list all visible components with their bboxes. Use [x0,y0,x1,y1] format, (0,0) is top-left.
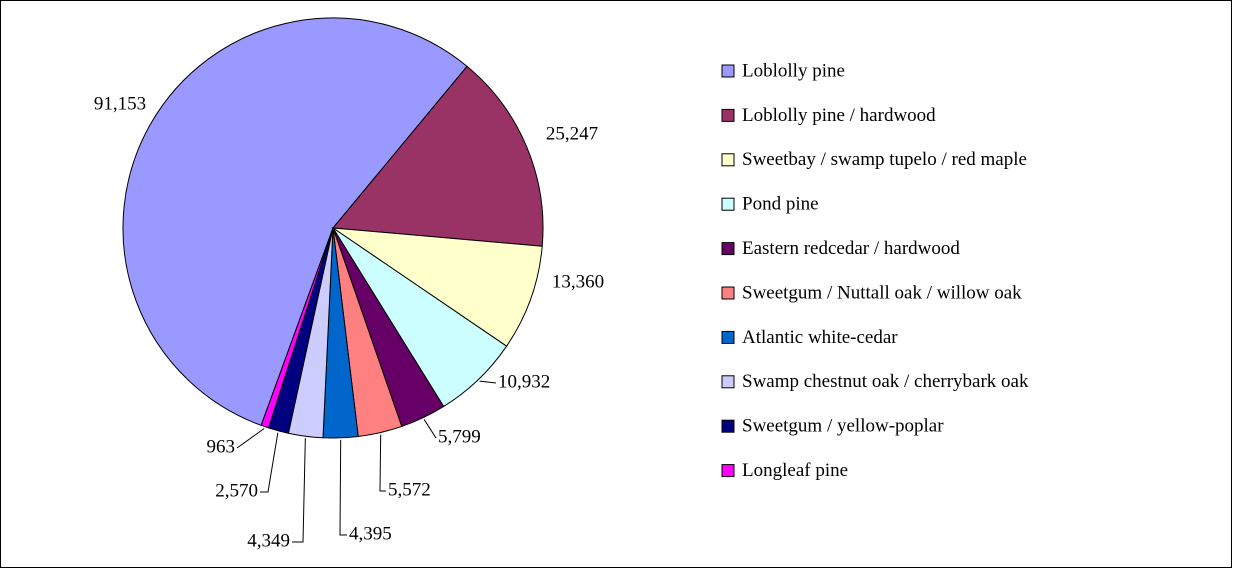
data-label: 4,349 [247,530,290,551]
legend-label: Pond pine [742,194,819,215]
legend-swatch [721,330,735,344]
data-label: 10,932 [498,371,550,392]
legend-swatch [721,108,735,122]
legend-label: Sweetbay / swamp tupelo / red maple [742,149,1027,170]
legend-label: Swamp chestnut oak / cherrybark oak [742,371,1029,392]
data-label: 963 [207,436,236,457]
legend-label: Loblolly pine / hardwood [742,105,936,126]
pie-slice [332,65,544,247]
leader-line [260,432,279,493]
legend-swatch [721,419,735,433]
legend-label: Longleaf pine [742,460,848,481]
data-label: 2,570 [215,480,258,501]
leader-line [292,438,306,543]
data-label: 91,153 [94,93,146,114]
legend-swatch [721,464,735,478]
legend-swatch [721,64,735,78]
pie-slice [260,227,334,429]
legend-label: Sweetgum / yellow-poplar [742,416,944,437]
leader-line [379,434,386,492]
legend-swatch [721,286,735,300]
data-label: 5,799 [438,426,481,447]
data-label: 25,247 [546,123,598,144]
legend-label: Loblolly pine [742,60,845,81]
legend-swatch [721,375,735,389]
legend-label: Atlantic white-cedar [742,327,898,348]
legend-swatch [721,197,735,211]
data-label: 5,572 [388,479,431,500]
leader-line [339,439,347,536]
pie-slice [331,227,543,347]
leader-line [423,419,437,439]
leader-line [479,380,497,384]
pie-slice [122,17,468,426]
legend-label: Eastern redcedar / hardwood [742,238,960,259]
legend-label: Sweetgum / Nuttall oak / willow oak [742,282,1022,303]
data-label: 13,360 [552,271,604,292]
legend-swatch [721,242,735,256]
leader-line [236,428,265,449]
data-label: 4,395 [349,523,392,544]
legend-swatch [721,153,735,167]
